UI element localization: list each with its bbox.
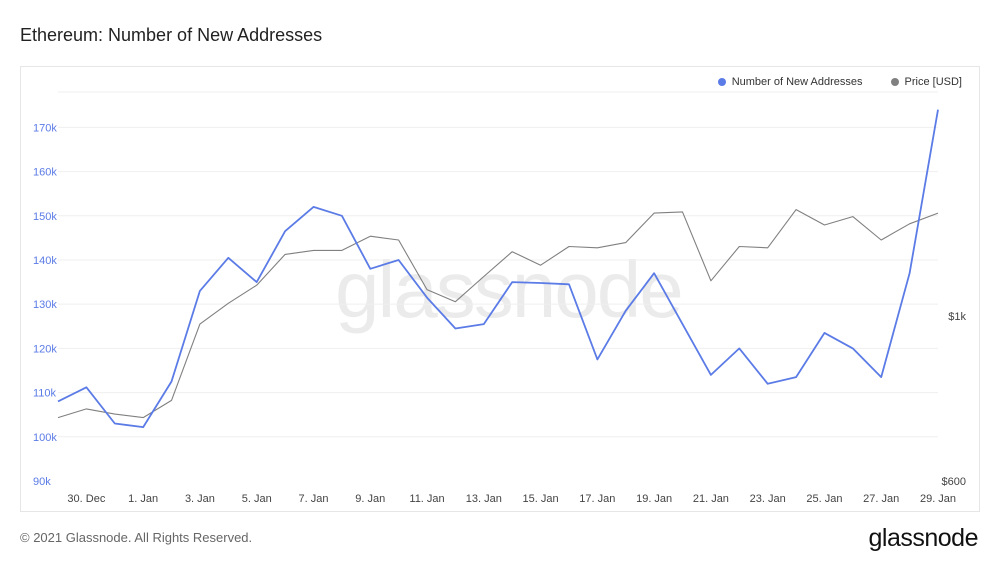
y-left-tick-label: 120k [33, 343, 57, 355]
copyright-text: © 2021 Glassnode. All Rights Reserved. [20, 530, 253, 545]
y-right-tick-label: $600 [942, 476, 966, 488]
x-tick-label: 25. Jan [806, 493, 842, 505]
y-left-tick-label: 140k [33, 255, 57, 267]
y-left-tick-label: 90k [33, 476, 51, 488]
chart-title: Ethereum: Number of New Addresses [20, 25, 323, 45]
x-tick-label: 15. Jan [523, 493, 559, 505]
grid-lines [58, 91, 938, 438]
legend-item-price[interactable]: Price [USD] [890, 76, 962, 88]
y-left-tick-label: 110k [33, 388, 57, 400]
x-tick-label: 29. Jan [920, 493, 956, 505]
legend-marker [717, 78, 726, 86]
y-left-tick-label: 170k [33, 122, 57, 134]
x-tick-label: 11. Jan [409, 493, 444, 505]
x-axis: 30. Dec 1. Jan 3. Jan 5. Jan 7. Jan 9. Jan 11.… [67, 493, 956, 505]
x-tick-label: 19. Jan [636, 493, 672, 505]
legend-marker [890, 78, 899, 86]
x-tick-label: 5. Jan [242, 493, 272, 505]
x-tick-label: 3. Jan [185, 493, 215, 505]
series-line-price [57, 209, 939, 419]
glassnode-logo: glassnode [868, 524, 979, 552]
chart-frame [20, 66, 980, 512]
x-tick-label: 21. Jan [693, 493, 729, 505]
series-lines [57, 109, 939, 429]
y-left-tick-label: 130k [33, 299, 57, 311]
y-left-tick-label: 160k [33, 167, 57, 179]
legend-label: Number of New Addresses [731, 76, 863, 88]
x-tick-label: 17. Jan [579, 493, 615, 505]
y-right-tick-label: $1k [948, 311, 966, 323]
x-tick-label: 9. Jan [355, 493, 385, 505]
x-tick-label: 23. Jan [750, 493, 786, 505]
y-left-tick-label: 150k [33, 211, 57, 223]
series-line-new-addresses [57, 109, 939, 429]
legend-label: Price [USD] [904, 76, 962, 88]
y-left-axis: 90k 100k 110k 120k 130k 140k 150k 160k 170k [33, 122, 57, 488]
x-tick-label: 30. Dec [67, 493, 105, 505]
legend-item-addresses[interactable]: Number of New Addresses [717, 76, 863, 88]
y-left-tick-label: 100k [33, 432, 57, 444]
x-tick-label: 7. Jan [298, 493, 328, 505]
x-tick-label: 1. Jan [128, 493, 158, 505]
y-right-axis: $600 $1k [942, 311, 967, 488]
x-tick-label: 13. Jan [466, 493, 502, 505]
legend: Number of New Addresses Price [USD] [717, 76, 962, 88]
x-tick-label: 27. Jan [863, 493, 899, 505]
